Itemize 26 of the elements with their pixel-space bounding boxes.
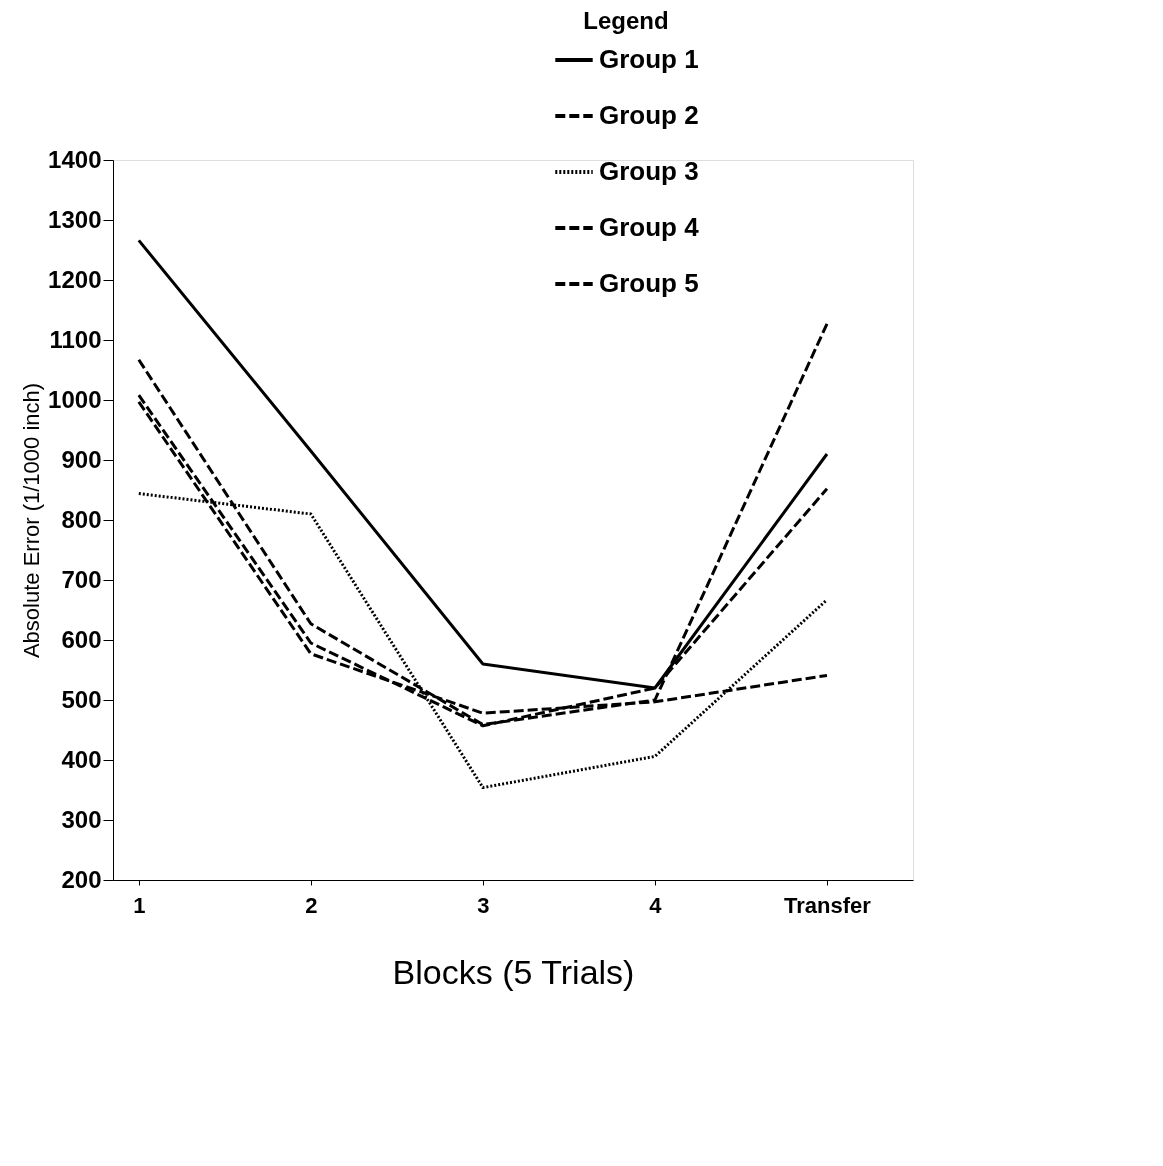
legend-label: Group 5 <box>599 268 699 298</box>
x-tick-label: 1 <box>133 892 146 918</box>
x-tick-label: 4 <box>649 892 663 918</box>
y-tick-label: 600 <box>61 625 102 653</box>
legend-title: Legend <box>583 7 669 34</box>
y-tick-label: 1100 <box>49 325 102 353</box>
y-tick-label: 1200 <box>48 265 102 293</box>
y-tick-label: 800 <box>61 505 102 533</box>
x-tick-label: 2 <box>305 892 318 918</box>
legend-label: Group 4 <box>599 212 700 242</box>
x-tick-label: Transfer <box>784 892 872 918</box>
y-tick-label: 400 <box>61 745 102 773</box>
y-tick-label: 1300 <box>48 205 102 233</box>
y-tick-label: 700 <box>61 565 102 593</box>
x-tick-label: 3 <box>477 892 490 918</box>
y-tick-label: 1400 <box>48 145 102 173</box>
y-tick-label: 200 <box>61 865 102 893</box>
y-tick-label: 300 <box>61 805 102 833</box>
legend-label: Group 3 <box>599 156 699 186</box>
x-axis-title: Blocks (5 Trials) <box>392 952 635 991</box>
legend-label: Group 2 <box>599 100 699 130</box>
y-tick-label: 500 <box>61 685 102 713</box>
legend-label: Group 1 <box>599 44 699 74</box>
y-axis-title: Absolute Error (1/1000 inch) <box>19 382 45 659</box>
y-tick-label: 900 <box>61 445 102 473</box>
y-tick-label: 1000 <box>48 385 102 413</box>
